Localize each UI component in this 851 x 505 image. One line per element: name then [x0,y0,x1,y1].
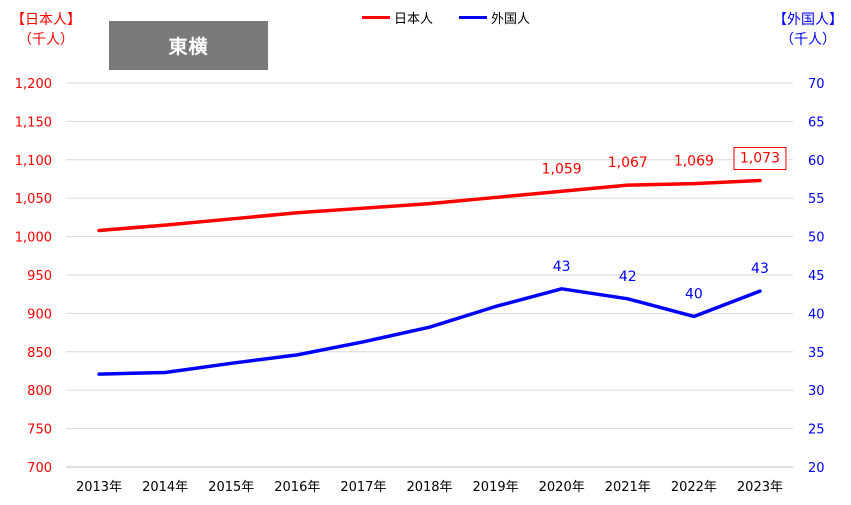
x-axis-tick-label: 2015年 [208,480,254,495]
series-line-foreign [97,287,762,376]
legend-swatch-foreign [459,16,488,19]
left-axis-title: 【日本人】 （千人） [6,10,86,50]
x-axis-tick-label: 2020年 [539,480,585,495]
x-axis-tick-label: 2014年 [142,480,188,495]
right-axis-title-line1: 【外国人】 [773,12,843,28]
right-axis-title-line2: （千人） [780,32,836,48]
right-axis-tick-label: 55 [808,192,825,207]
left-axis-title-line2: （千人） [18,32,74,48]
data-label: 1,067 [608,155,648,171]
data-label: 1,073 [740,151,780,167]
chart-legend: 日本人 外国人 [362,8,530,27]
left-axis-tick-label: 950 [27,269,52,284]
x-axis-tick-label: 2022年 [671,480,717,495]
x-axis-tick-label: 2023年 [737,480,783,495]
x-axis-tick-label: 2017年 [340,480,386,495]
x-axis-tick-label: 2018年 [406,480,452,495]
x-axis-tick-label: 2019年 [473,480,519,495]
left-axis-tick-label: 750 [27,423,52,438]
legend-label-foreign: 外国人 [491,12,531,27]
data-label: 1,069 [674,154,714,170]
data-label: 40 [685,286,703,302]
legend-swatch-japanese [362,16,390,19]
series-line-japanese [97,178,762,233]
x-axis-tick-label: 2021年 [605,480,651,495]
region-badge: 東横 [109,21,268,70]
right-axis-tick-label: 60 [808,154,825,169]
left-axis-tick-label: 1,150 [15,115,52,130]
right-axis-tick-label: 70 [808,77,825,92]
left-axis-tick-label: 850 [27,346,52,361]
right-axis-tick-label: 40 [808,307,825,322]
right-axis-tick-label: 65 [808,115,825,130]
data-label: 42 [619,269,637,285]
legend-item-japanese: 日本人 [362,8,433,27]
data-label: 43 [553,259,571,275]
left-axis-tick-label: 1,050 [15,192,52,207]
highlight-box [733,147,787,171]
left-axis-tick-label: 900 [27,307,52,322]
right-axis-tick-label: 45 [808,269,825,284]
data-label: 43 [751,261,769,277]
x-axis-tick-label: 2013年 [76,480,122,495]
data-label: 1,059 [542,161,582,177]
right-axis-tick-label: 20 [808,461,825,476]
left-axis-title-line1: 【日本人】 [11,12,81,28]
x-axis-tick-label: 2016年 [274,480,320,495]
left-axis-tick-label: 1,100 [15,154,52,169]
left-axis-tick-label: 1,000 [15,231,52,246]
right-axis-tick-label: 35 [808,346,825,361]
right-axis-title: 【外国人】 （千人） [768,10,848,50]
left-axis-tick-label: 800 [27,384,52,399]
right-axis-tick-label: 30 [808,384,825,399]
right-axis-tick-label: 50 [808,231,825,246]
legend-item-foreign: 外国人 [459,8,530,27]
left-axis-tick-label: 700 [27,461,52,476]
legend-label-japanese: 日本人 [394,12,434,27]
left-axis-tick-label: 1,200 [15,77,52,92]
right-axis-tick-label: 25 [808,423,825,438]
